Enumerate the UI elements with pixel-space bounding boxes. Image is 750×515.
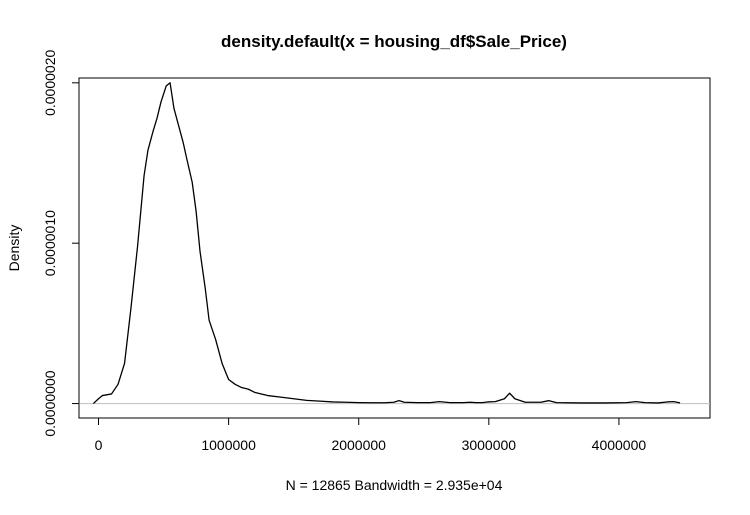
x-axis: 0 1000000 2000000 3000000 4000000 <box>95 417 647 453</box>
y-axis: 0.0000000 0.0000010 0.0000020 <box>42 50 80 437</box>
y-axis-label: Density <box>6 225 22 272</box>
y-tick-label: 0.0000000 <box>42 370 58 436</box>
x-axis-label: N = 12865 Bandwidth = 2.935e+04 <box>286 477 503 493</box>
plot-frame <box>78 77 711 419</box>
y-tick-label: 0.0000020 <box>42 50 58 116</box>
x-tick-label: 1000000 <box>201 437 256 453</box>
x-tick-label: 0 <box>95 437 103 453</box>
x-tick-label: 4000000 <box>592 437 647 453</box>
x-tick-label: 3000000 <box>462 437 517 453</box>
y-tick-label: 0.0000010 <box>42 210 58 276</box>
x-tick-label: 2000000 <box>331 437 386 453</box>
density-curve <box>92 82 681 405</box>
chart-title: density.default(x = housing_df$Sale_Pric… <box>221 32 567 51</box>
